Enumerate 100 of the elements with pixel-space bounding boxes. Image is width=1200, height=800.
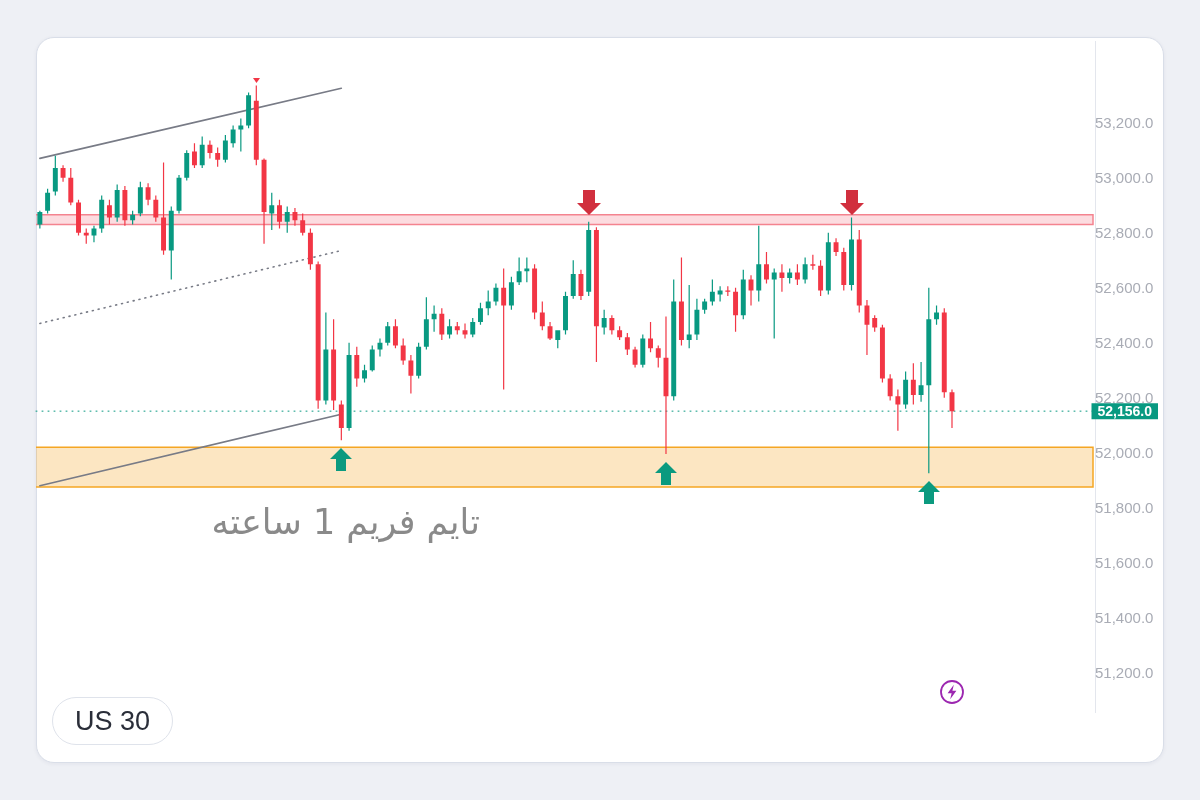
candlestick	[37, 210, 43, 229]
candlestick	[671, 279, 677, 401]
candlestick	[485, 290, 491, 316]
candlestick	[400, 338, 406, 365]
candlestick	[145, 183, 151, 206]
y-tick-label: 53,200.0	[1095, 114, 1154, 132]
candlestick	[423, 297, 429, 350]
candlestick	[284, 206, 290, 233]
candlestick	[879, 324, 885, 383]
candlestick	[872, 315, 878, 332]
candlestick	[60, 165, 66, 182]
candlestick	[709, 279, 715, 306]
candlestick	[261, 158, 267, 244]
candlestick	[416, 342, 422, 379]
candlestick	[315, 261, 321, 409]
candlestick	[764, 251, 769, 284]
candlestick	[532, 264, 538, 320]
candlestick	[578, 269, 584, 301]
candlestick	[114, 184, 120, 222]
candlestick	[246, 92, 252, 129]
candlestick	[825, 232, 831, 295]
candlestick	[910, 363, 916, 405]
candlestick	[609, 315, 615, 335]
candlestick	[570, 260, 576, 299]
candlestick	[91, 225, 97, 243]
y-tick-label: 52,800.0	[1095, 224, 1154, 242]
title-pill: US 30	[52, 697, 174, 745]
candlestick	[501, 268, 507, 390]
candlestick	[941, 308, 947, 398]
candlestick	[161, 162, 167, 255]
candlestick	[833, 238, 839, 257]
candlestick	[106, 199, 112, 225]
candlestick	[547, 322, 553, 340]
candlestick	[694, 298, 700, 340]
y-tick-label: 51,800.0	[1095, 499, 1154, 517]
candlestick	[493, 283, 499, 306]
candlestick	[462, 323, 468, 339]
candlestick	[903, 371, 909, 409]
candlestick	[918, 361, 924, 402]
candlestick	[802, 257, 808, 284]
candlestick	[648, 322, 653, 353]
candlestick	[307, 228, 313, 270]
y-tick-label: 53,000.0	[1095, 169, 1154, 187]
candlestick	[686, 284, 692, 349]
candlestick	[717, 286, 723, 302]
candlestick	[563, 291, 568, 335]
candlestick	[539, 301, 545, 331]
candlestick	[199, 136, 205, 169]
candlestick	[269, 192, 275, 230]
candlestick	[655, 345, 661, 368]
candlestick	[864, 300, 870, 356]
candlestick	[45, 188, 51, 214]
candlestick	[663, 316, 669, 455]
candlestick	[508, 276, 514, 310]
y-tick-label: 51,600.0	[1095, 554, 1154, 572]
candlestick	[362, 364, 367, 383]
candlestick	[787, 268, 793, 284]
candlestick	[122, 185, 128, 226]
candlestick	[168, 206, 174, 280]
candlestick	[68, 168, 74, 206]
candlestick	[323, 312, 329, 405]
candlestick	[331, 319, 337, 411]
candlestick	[617, 326, 623, 340]
candlestick	[447, 319, 453, 339]
candlestick	[586, 221, 592, 296]
candlestick	[431, 305, 437, 332]
candlestick	[849, 217, 854, 291]
candlestick	[702, 298, 708, 314]
candlestick	[624, 333, 630, 356]
candlestick	[153, 195, 159, 222]
candlestick	[949, 389, 955, 428]
candlestick	[377, 338, 383, 357]
candlestick	[137, 181, 143, 217]
candlestick	[733, 287, 739, 332]
candlestick	[207, 140, 213, 159]
candlestick	[478, 302, 483, 325]
candlestick	[818, 260, 824, 296]
candlestick	[439, 308, 445, 340]
candlestick	[253, 85, 259, 166]
candlestick	[300, 213, 306, 236]
candlestick	[222, 135, 228, 163]
annotation: تایم فریم 1 ساعته	[211, 501, 480, 543]
y-tick-label: 52,600.0	[1095, 279, 1154, 297]
candlestick	[76, 199, 81, 236]
candlestick	[385, 322, 391, 346]
candlestick	[593, 227, 599, 362]
y-tick-label: 52,400.0	[1095, 334, 1154, 352]
candlestick	[555, 330, 561, 349]
candlestick	[640, 334, 646, 368]
candlestick	[369, 345, 375, 372]
candlestick	[601, 309, 607, 335]
candlestick	[725, 286, 731, 296]
candlestick	[338, 400, 344, 441]
candlestick	[779, 264, 785, 292]
candlestick	[678, 257, 684, 346]
candlestick	[895, 389, 901, 431]
candlestick	[215, 147, 221, 167]
y-tick-label: 51,400.0	[1095, 609, 1154, 627]
candlestick	[470, 317, 476, 338]
candlestick	[52, 155, 58, 196]
